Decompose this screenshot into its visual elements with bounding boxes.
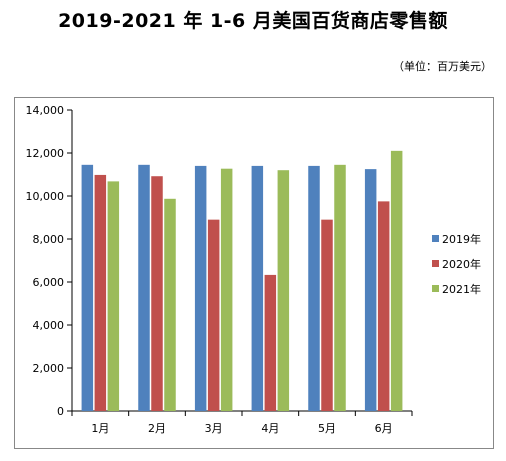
bar-2019年-2月 [138, 164, 150, 411]
bar-2021年-1月 [107, 181, 120, 411]
bar-2019年-6月 [364, 169, 377, 411]
x-tick-label: 4月 [261, 422, 279, 435]
chart-title: 2019-2021 年 1-6 月美国百货商店零售额 [58, 10, 448, 32]
y-tick-label: 10,000 [26, 190, 65, 203]
x-tick-label: 6月 [375, 422, 393, 435]
legend-swatch [432, 235, 439, 242]
legend-label: 2019年 [442, 232, 481, 246]
bar-2020年-1月 [94, 174, 107, 411]
y-tick-label: 0 [57, 405, 64, 418]
bar-2021年-4月 [277, 170, 290, 411]
x-tick-label: 2月 [148, 422, 166, 435]
bar-2021年-6月 [390, 150, 403, 411]
legend-label: 2021年 [442, 282, 481, 296]
y-tick-label: 14,000 [26, 104, 65, 117]
legend-swatch [432, 285, 439, 292]
unit-label: （单位：百万美元） [393, 60, 492, 73]
y-tick-label: 6,000 [33, 276, 65, 289]
bar-2019年-3月 [194, 165, 207, 411]
bar-2021年-2月 [164, 198, 176, 411]
bar-2021年-3月 [220, 168, 233, 411]
bar-2020年-4月 [264, 274, 277, 411]
y-tick-label: 12,000 [26, 147, 65, 160]
y-tick-label: 2,000 [33, 362, 65, 375]
bar-2019年-1月 [81, 164, 94, 411]
bar-2019年-5月 [308, 165, 320, 411]
bar-2020年-2月 [151, 176, 163, 411]
bar-2020年-6月 [377, 201, 390, 411]
x-tick-label: 1月 [91, 422, 109, 435]
legend-swatch [432, 260, 439, 267]
y-tick-label: 8,000 [33, 233, 65, 246]
y-tick-label: 4,000 [33, 319, 65, 332]
bar-2020年-5月 [321, 219, 333, 411]
x-tick-label: 5月 [318, 422, 336, 435]
legend-label: 2020年 [442, 257, 481, 271]
bar-2019年-4月 [251, 165, 264, 411]
bar-2021年-5月 [334, 164, 346, 411]
bar-2020年-3月 [207, 219, 220, 411]
x-tick-label: 3月 [205, 422, 223, 435]
